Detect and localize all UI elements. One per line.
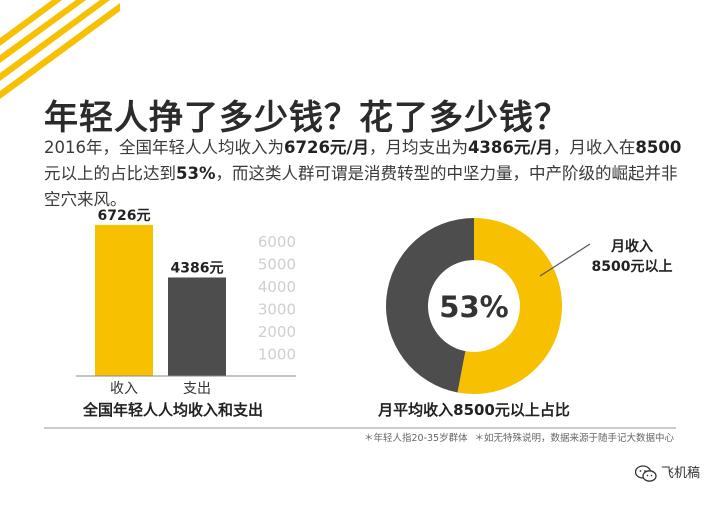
- y-tick-label: 1000: [258, 346, 296, 364]
- footnote-age-definition: ＊年轻人指20-35岁群体: [364, 432, 468, 444]
- donut-slice: [385, 218, 474, 393]
- wechat-icon: [634, 464, 657, 483]
- bar: [95, 224, 153, 376]
- callout-label: 8500元以上: [592, 259, 673, 275]
- signature: 飞机稿: [634, 462, 700, 483]
- intro-spend-value: 4386元/月: [467, 138, 553, 157]
- y-tick-label: 4000: [258, 278, 296, 296]
- bar-data-label: 4386元: [171, 260, 224, 276]
- x-tick-label: 收入: [110, 381, 138, 397]
- callout-line: [539, 243, 591, 277]
- intro-paragraph: 2016年，全国年轻人人均收入为6726元/月，月均支出为4386元/月，月收入…: [44, 135, 684, 213]
- y-tick-label: 2000: [258, 323, 296, 341]
- donut-center-label: 53%: [439, 290, 508, 324]
- bar-chart-title: 全国年轻人人均收入和支出: [82, 401, 263, 419]
- page-title: 年轻人挣了多少钱？花了多少钱？: [44, 98, 569, 138]
- intro-threshold-value: 8500: [635, 138, 682, 157]
- x-tick-label: 支出: [183, 381, 211, 397]
- corner-stripes-decoration: [0, 0, 120, 110]
- callout-label: 月收入: [610, 238, 653, 255]
- y-tick-label: 6000: [258, 233, 296, 251]
- bar-data-label: 6726元: [98, 208, 151, 224]
- intro-text: ，月均支出为: [368, 138, 468, 157]
- intro-text: 元以上的占比达到: [44, 164, 176, 183]
- bar: [168, 277, 226, 376]
- donut-chart-title: 月平均收入8500元以上占比: [377, 401, 570, 419]
- intro-text: ，月收入在: [552, 138, 636, 157]
- intro-text: 2016年，全国年轻人人均收入为: [44, 138, 284, 157]
- y-tick-label: 5000: [258, 256, 296, 274]
- intro-pct-value: 53%: [176, 164, 216, 183]
- intro-text: ，而这类人群可谓是消费转型的中坚力量，中产阶级的崛起并非空穴来风。: [44, 164, 678, 209]
- donut-slice: [457, 218, 562, 394]
- signature-text: 飞机稿: [660, 466, 700, 481]
- y-tick-label: 3000: [258, 301, 296, 319]
- intro-income-value: 6726元/月: [284, 138, 369, 157]
- footnote-data-source: ＊如无特殊说明，数据来源于随手记大数据中心: [474, 432, 674, 444]
- footnotes: ＊年轻人指20-35岁群体 ＊如无特殊说明，数据来源于随手记大数据中心: [44, 427, 676, 444]
